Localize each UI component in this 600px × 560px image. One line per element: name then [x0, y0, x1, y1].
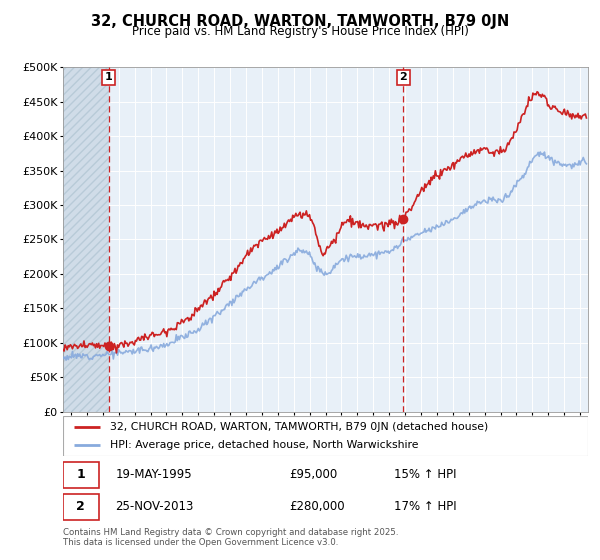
Text: 25-NOV-2013: 25-NOV-2013	[115, 500, 194, 514]
Bar	[63, 67, 109, 412]
Text: 32, CHURCH ROAD, WARTON, TAMWORTH, B79 0JN (detached house): 32, CHURCH ROAD, WARTON, TAMWORTH, B79 0…	[110, 422, 488, 432]
Text: 32, CHURCH ROAD, WARTON, TAMWORTH, B79 0JN: 32, CHURCH ROAD, WARTON, TAMWORTH, B79 0…	[91, 14, 509, 29]
Bar	[63, 494, 98, 520]
Text: 1: 1	[76, 468, 85, 481]
Text: Price paid vs. HM Land Registry's House Price Index (HPI): Price paid vs. HM Land Registry's House …	[131, 25, 469, 38]
Bar	[63, 462, 98, 488]
Text: 2: 2	[400, 72, 407, 82]
Text: 15% ↑ HPI: 15% ↑ HPI	[394, 468, 456, 481]
Text: 1: 1	[105, 72, 113, 82]
Text: 2: 2	[76, 500, 85, 514]
Text: £95,000: £95,000	[289, 468, 337, 481]
Text: 17% ↑ HPI: 17% ↑ HPI	[394, 500, 457, 514]
Text: HPI: Average price, detached house, North Warwickshire: HPI: Average price, detached house, Nort…	[110, 440, 419, 450]
Text: Contains HM Land Registry data © Crown copyright and database right 2025.
This d: Contains HM Land Registry data © Crown c…	[63, 528, 398, 547]
Text: £280,000: £280,000	[289, 500, 344, 514]
Text: 19-MAY-1995: 19-MAY-1995	[115, 468, 192, 481]
